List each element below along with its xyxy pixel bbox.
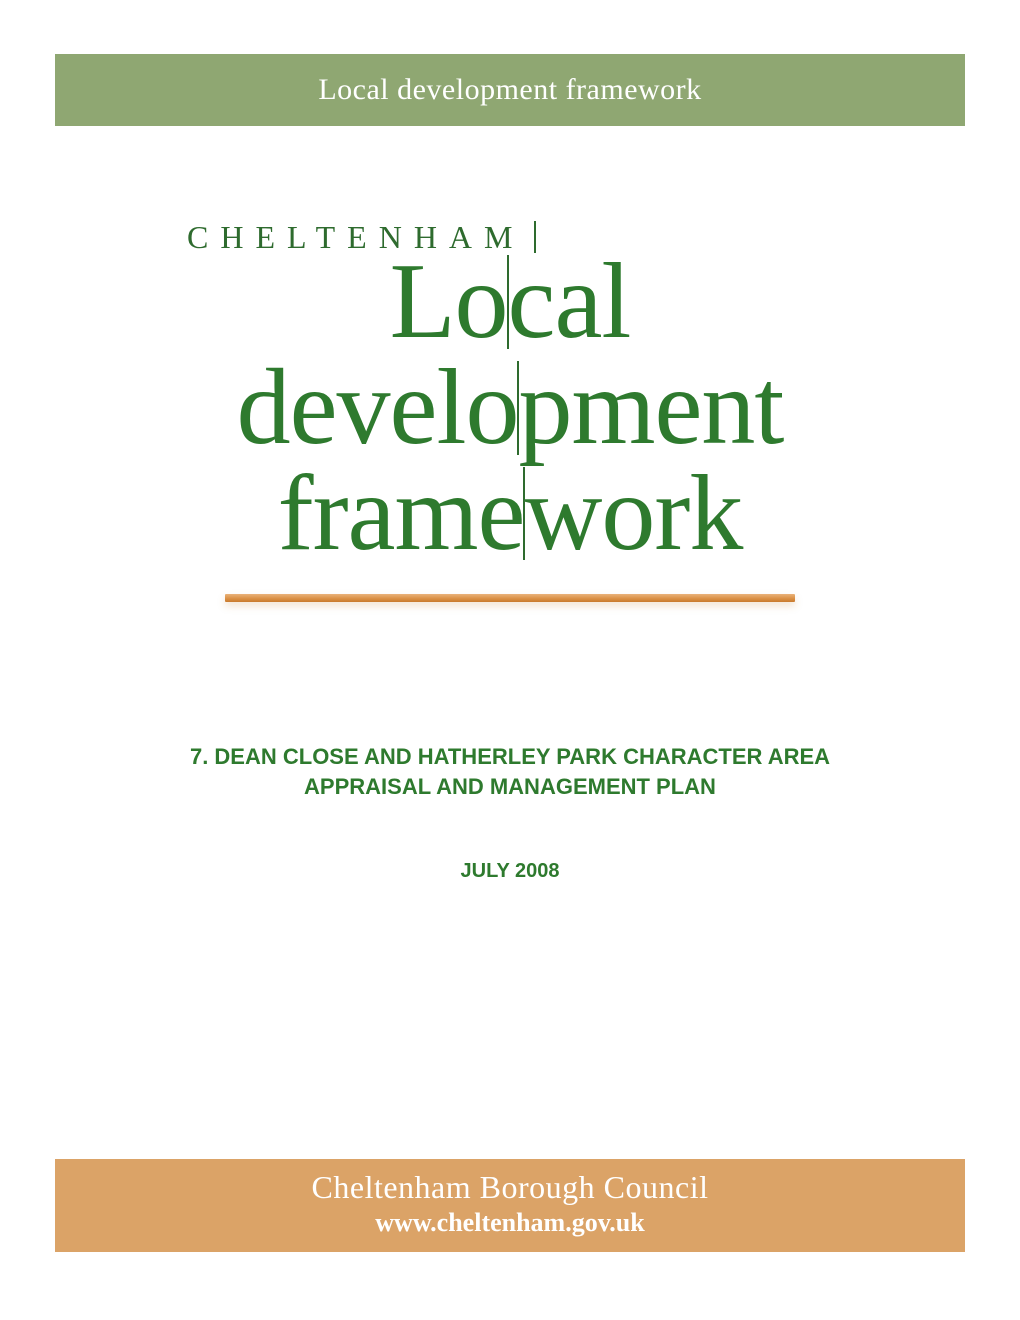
- document-date: JULY 2008: [55, 860, 965, 883]
- logo-line1-left: Lo: [390, 249, 508, 355]
- footer-url: www.cheltenham.gov.uk: [55, 1208, 965, 1238]
- logo-line2-left: develo: [237, 355, 519, 461]
- logo-line1: Lo cal: [163, 249, 857, 355]
- document-title-line1: 7. DEAN CLOSE AND HATHERLEY PARK CHARACT…: [55, 742, 965, 772]
- logo-block: CHELTENHAM Lo cal develo pment frame wor…: [163, 221, 857, 602]
- document-title: 7. DEAN CLOSE AND HATHERLEY PARK CHARACT…: [55, 742, 965, 801]
- logo-main: Lo cal develo pment frame work: [163, 249, 857, 566]
- top-banner: Local development framework: [55, 50, 965, 126]
- footer-org: Cheltenham Borough Council: [55, 1169, 965, 1206]
- top-banner-text: Local development framework: [318, 73, 701, 107]
- logo-line2: develo pment: [163, 355, 857, 461]
- document-title-line2: APPRAISAL AND MANAGEMENT PLAN: [55, 772, 965, 802]
- logo-underline: [225, 594, 794, 602]
- logo-line2-right: pment: [518, 355, 783, 461]
- logo-line3-right: work: [524, 461, 742, 567]
- logo-line3-left: frame: [278, 461, 525, 567]
- logo-line1-right: cal: [508, 249, 631, 355]
- logo-line3: frame work: [163, 461, 857, 567]
- footer-banner: Cheltenham Borough Council www.cheltenha…: [55, 1154, 965, 1252]
- document-cover-page: Local development framework CHELTENHAM L…: [0, 0, 1020, 1320]
